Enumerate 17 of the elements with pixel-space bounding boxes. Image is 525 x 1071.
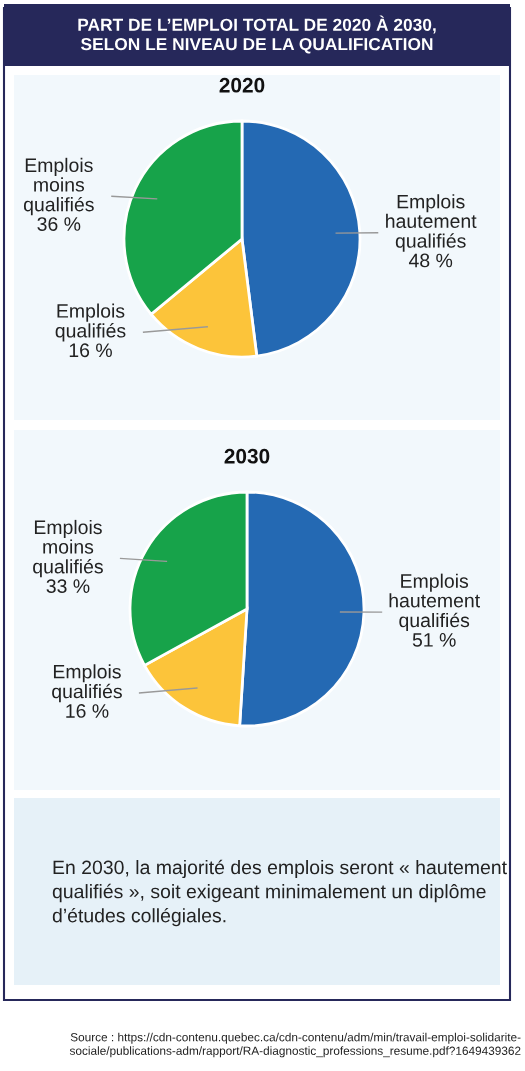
chart-title: PART DE L’EMPLOI TOTAL DE 2020 À 2030, SELON LE NIVEAU DE LA QUALIFICATION [78,15,436,54]
slice-label: Emplois qualifiés [55,303,126,342]
data-label: 48 % [408,253,453,268]
data-label: 16 % [66,704,109,718]
text: En 2030, la majorité des emplois seront « hautement qualifiés », soit exigeant minimalement un diplôme d’études collégiales. [52,859,507,927]
slice-label: Emplois hautement qualifiés [386,194,477,252]
slice-label: Emplois hautement qualifiés [389,573,480,632]
data-label: 33 % [46,579,90,594]
data-label: 16 % [69,343,112,358]
source-note: Source : https://cdn-contenu.quebec.ca/cdn-contenu/adm/min/travail-emploi-solidarite-sociale/publications-adm/rapport/RA-diagnostic_professions_resume.pdf?1649439362 [69,1032,521,1058]
chart-subtitle: 2020 [219,77,265,93]
data-label: 51 % [412,633,456,647]
chart-title: 2030 [224,448,270,464]
data-label: 36 % [37,217,81,231]
slice-label: Emplois qualifiés [52,664,122,703]
slice-label: Emplois moins qualifiés [33,519,103,578]
slice-label: Emplois moins qualifiés [23,157,94,216]
